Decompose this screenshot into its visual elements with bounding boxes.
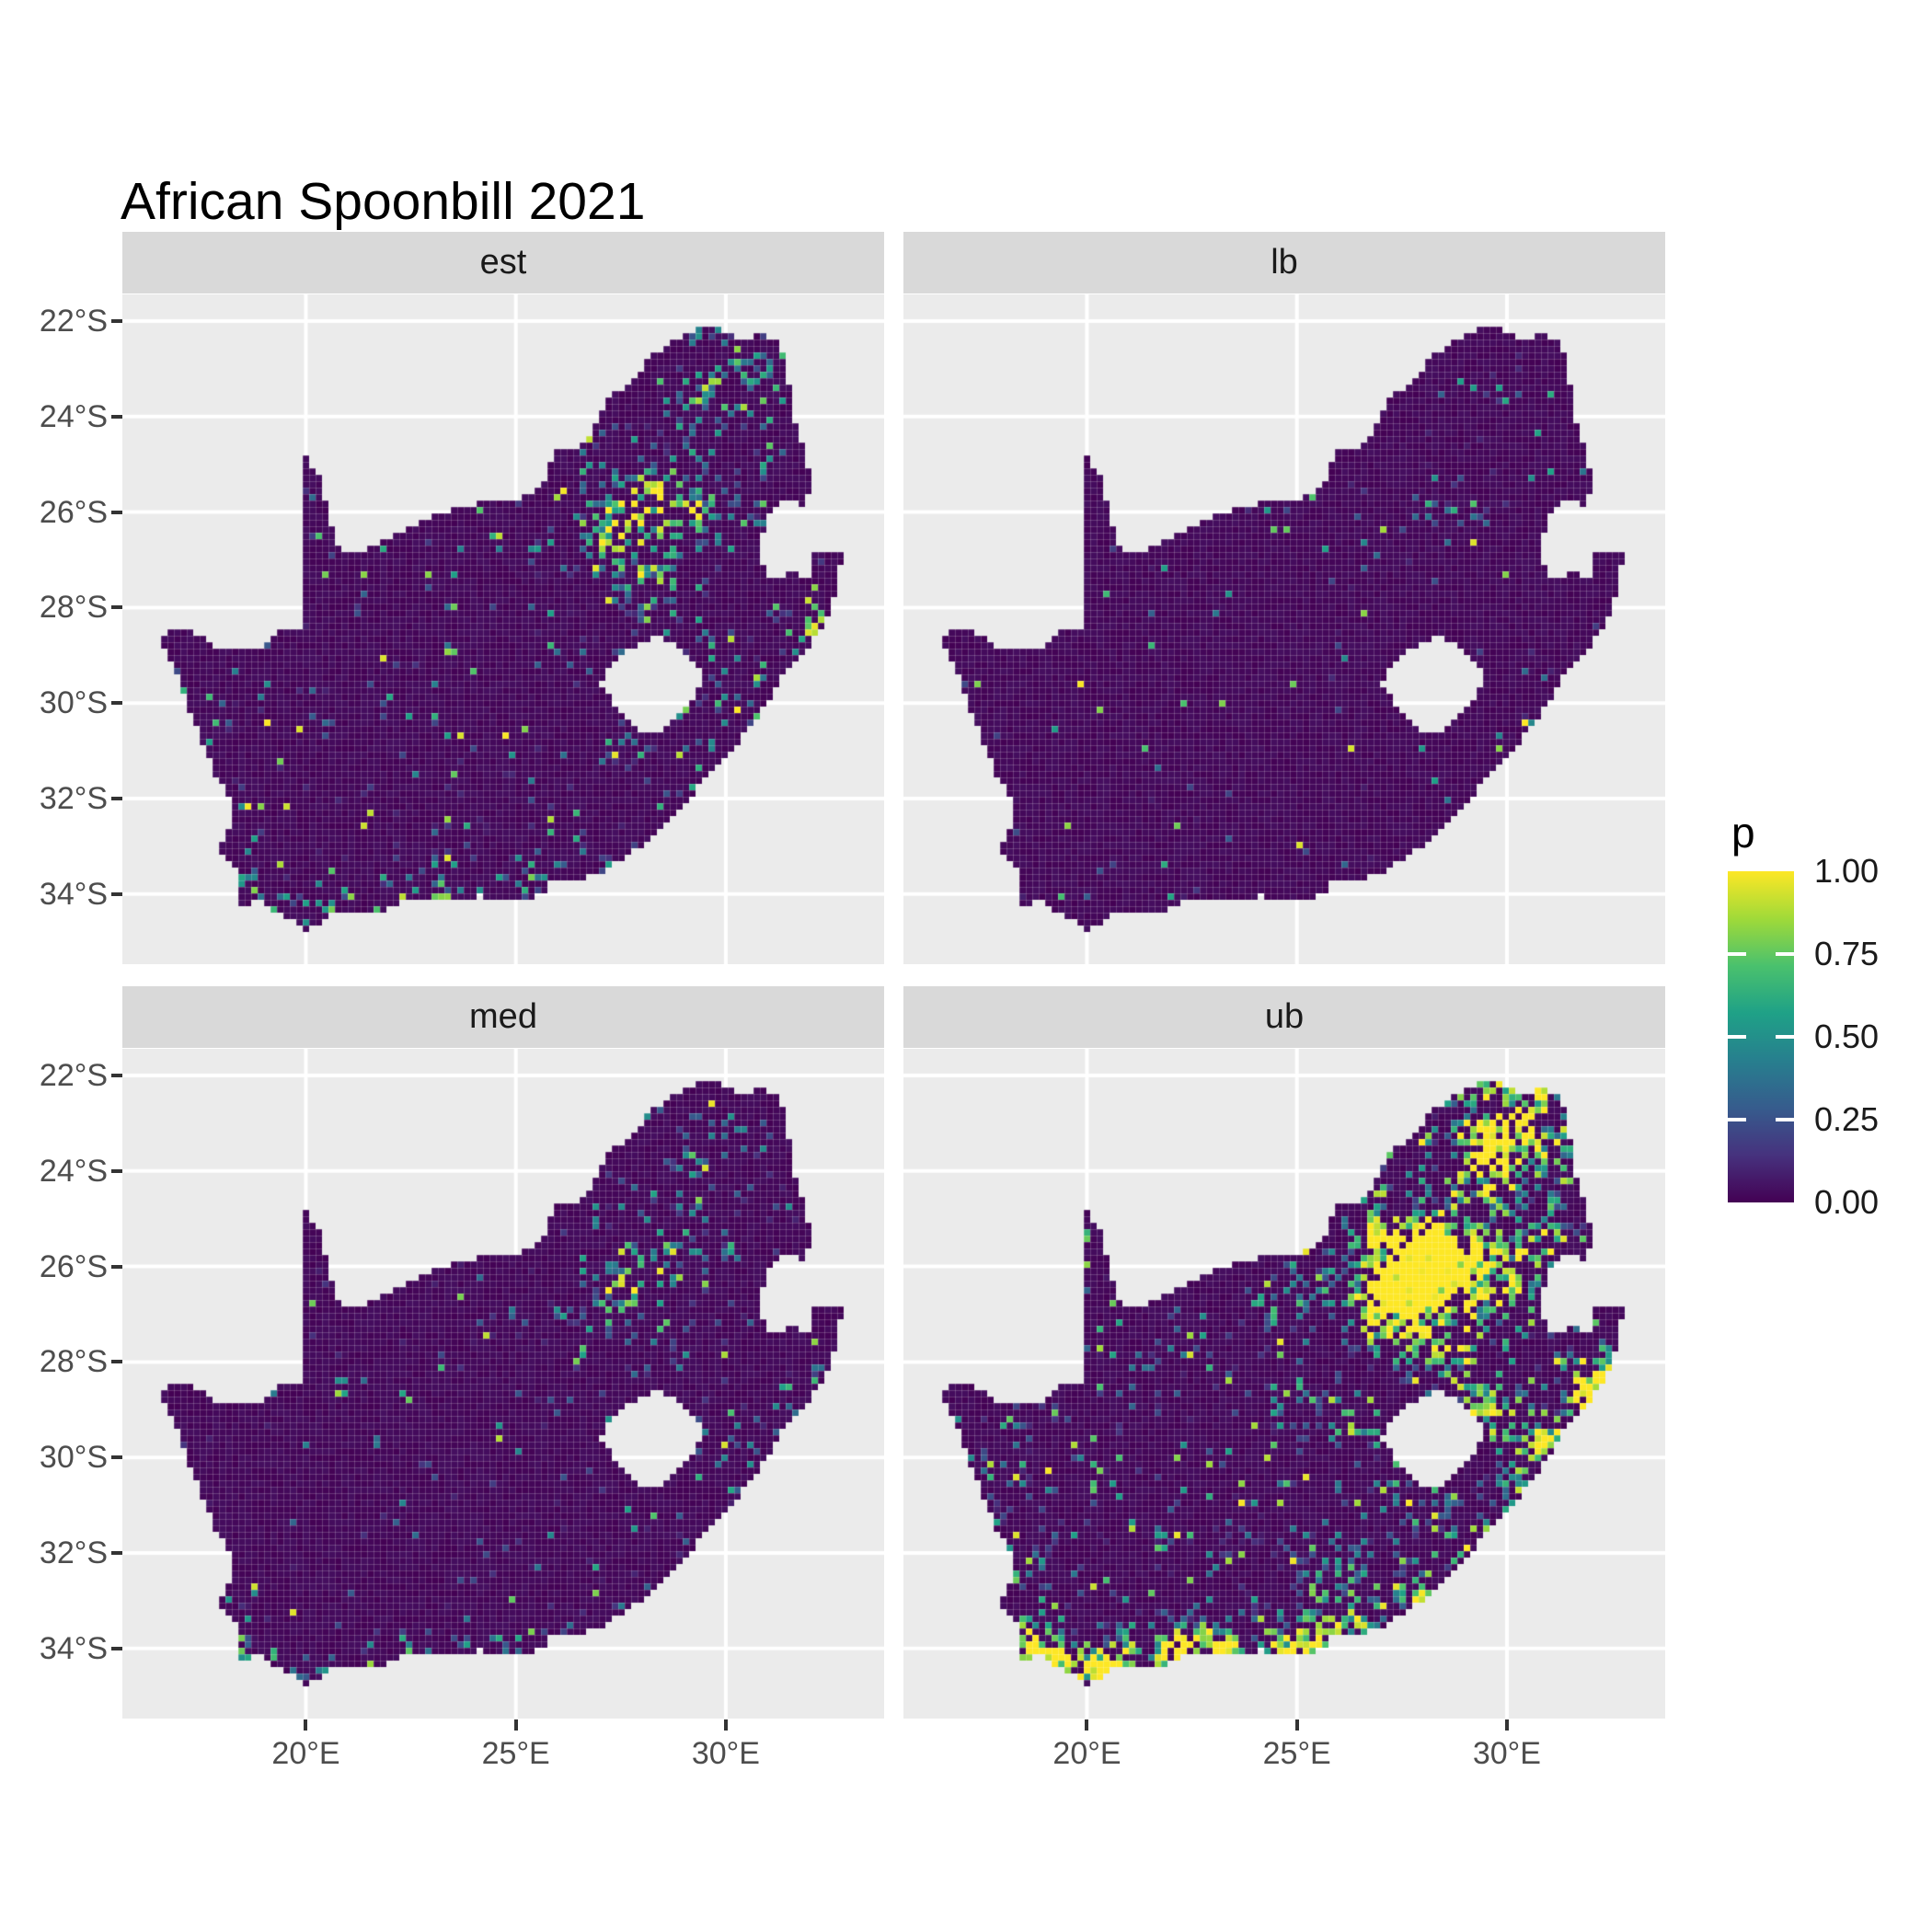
y-axis-tick-label: 30°S bbox=[39, 685, 108, 721]
y-axis-tick-mark bbox=[111, 319, 122, 324]
y-axis-tick-label: 32°S bbox=[39, 1535, 108, 1570]
facet-strip-med: med bbox=[122, 986, 884, 1048]
legend-tick-right bbox=[1776, 952, 1794, 956]
map-panel-est bbox=[122, 294, 884, 964]
plot-title: African Spoonbill 2021 bbox=[121, 172, 646, 231]
y-axis-tick-mark bbox=[111, 605, 122, 610]
x-axis-tick-mark bbox=[513, 1719, 518, 1731]
y-axis-tick-mark bbox=[111, 796, 122, 800]
y-axis-tick-mark bbox=[111, 1646, 122, 1650]
y-axis-tick-mark bbox=[111, 414, 122, 419]
y-axis-tick-mark bbox=[111, 510, 122, 514]
y-axis-tick-label: 28°S bbox=[39, 1344, 108, 1380]
x-axis-tick-label: 30°E bbox=[1472, 1736, 1541, 1771]
y-axis-tick-label: 30°S bbox=[39, 1440, 108, 1476]
y-axis-tick-label: 22°S bbox=[39, 304, 108, 339]
map-panel-med bbox=[122, 1049, 884, 1719]
y-axis-tick-mark bbox=[111, 1264, 122, 1269]
legend-tick-label: 0.00 bbox=[1814, 1183, 1880, 1221]
y-axis-tick-mark bbox=[111, 1074, 122, 1078]
facet-strip-est: est bbox=[122, 232, 884, 293]
y-axis-tick-mark bbox=[111, 1168, 122, 1173]
facet-strip-label-lb: lb bbox=[1271, 243, 1298, 282]
y-axis-tick-label: 32°S bbox=[39, 780, 108, 816]
x-axis-tick-mark bbox=[1085, 1719, 1089, 1731]
x-axis-tick-mark bbox=[1294, 1719, 1299, 1731]
facet-strip-lb: lb bbox=[903, 232, 1665, 293]
y-axis-tick-mark bbox=[111, 1360, 122, 1364]
legend-tick-label: 0.75 bbox=[1814, 935, 1880, 972]
y-axis-tick-label: 34°S bbox=[39, 1630, 108, 1666]
y-axis-tick-label: 26°S bbox=[39, 1248, 108, 1284]
y-axis-tick-mark bbox=[111, 1455, 122, 1460]
y-axis-tick-mark bbox=[111, 1550, 122, 1555]
map-panel-lb bbox=[903, 294, 1665, 964]
x-axis-tick-label: 25°E bbox=[1262, 1736, 1331, 1771]
map-panel-ub bbox=[903, 1049, 1665, 1719]
x-axis-tick-label: 25°E bbox=[481, 1736, 550, 1771]
y-axis-tick-label: 24°S bbox=[39, 398, 108, 434]
y-axis-tick-label: 28°S bbox=[39, 590, 108, 626]
legend-tick-left bbox=[1728, 1035, 1746, 1039]
y-axis-tick-label: 26°S bbox=[39, 494, 108, 530]
legend-tick-left bbox=[1728, 952, 1746, 956]
y-axis-tick-label: 24°S bbox=[39, 1153, 108, 1189]
legend-tick-label: 0.50 bbox=[1814, 1018, 1880, 1055]
y-axis-tick-mark bbox=[111, 891, 122, 896]
x-axis-tick-mark bbox=[1504, 1719, 1509, 1731]
facet-strip-label-med: med bbox=[469, 997, 537, 1036]
facet-strip-label-est: est bbox=[479, 243, 527, 282]
legend-title: p bbox=[1731, 809, 1755, 857]
legend-tick-right bbox=[1776, 1118, 1794, 1121]
x-axis-tick-label: 20°E bbox=[1052, 1736, 1121, 1771]
legend-tick-label: 0.25 bbox=[1814, 1100, 1880, 1138]
x-axis-tick-label: 20°E bbox=[271, 1736, 340, 1771]
x-axis-tick-label: 30°E bbox=[691, 1736, 760, 1771]
x-axis-tick-mark bbox=[723, 1719, 728, 1731]
y-axis-tick-mark bbox=[111, 701, 122, 706]
y-axis-tick-label: 34°S bbox=[39, 876, 108, 912]
facet-strip-ub: ub bbox=[903, 986, 1665, 1048]
y-axis-tick-label: 22°S bbox=[39, 1058, 108, 1094]
x-axis-tick-mark bbox=[304, 1719, 308, 1731]
legend-tick-left bbox=[1728, 1118, 1746, 1121]
legend-tick-right bbox=[1776, 1035, 1794, 1039]
facet-strip-label-ub: ub bbox=[1264, 997, 1305, 1036]
legend-tick-label: 1.00 bbox=[1814, 852, 1880, 890]
